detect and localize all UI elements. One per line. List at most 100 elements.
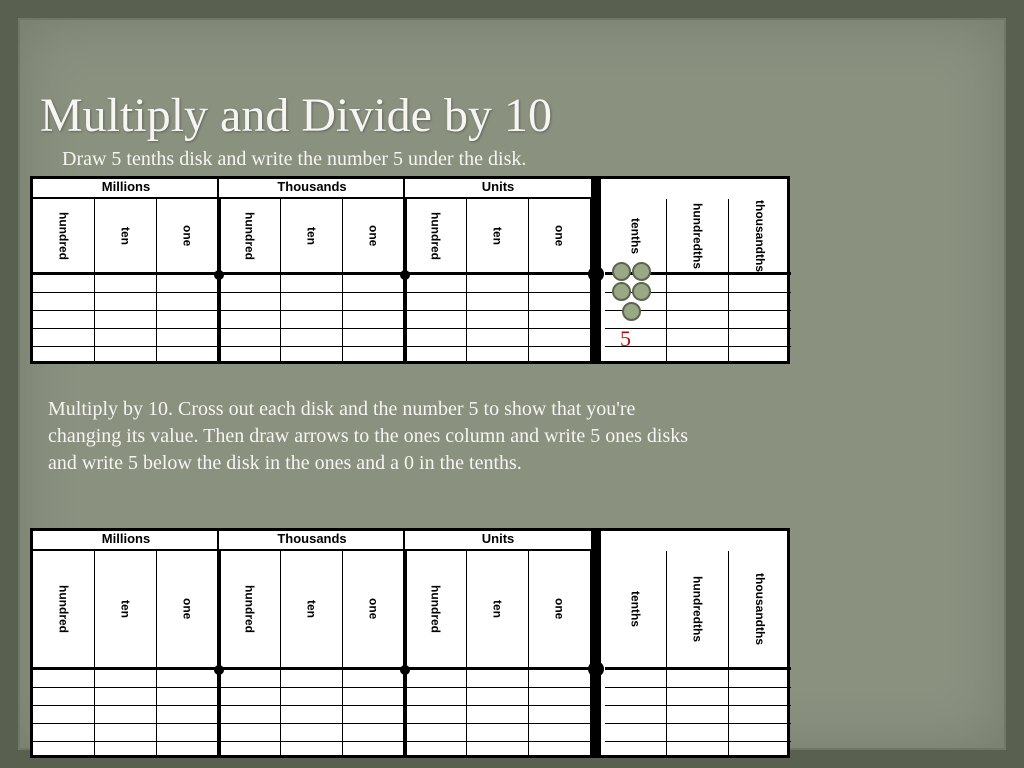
table-row [219, 346, 280, 364]
col-label-box: one [343, 551, 404, 669]
col-label: hundred [429, 585, 443, 633]
table-row [157, 274, 218, 292]
table-row [219, 669, 280, 687]
table-row [405, 687, 466, 705]
table-row [405, 705, 466, 723]
table-row [281, 346, 342, 364]
table-row [605, 741, 666, 759]
col-units-ten: ten [467, 551, 529, 755]
table-row [405, 274, 466, 292]
table-row [281, 310, 342, 328]
table-row [729, 705, 791, 723]
col-millions-hundred: hundred [33, 551, 95, 755]
data-rows [33, 274, 94, 361]
table-row [529, 687, 590, 705]
table-row [667, 705, 728, 723]
table-row [157, 328, 218, 346]
table-row [281, 292, 342, 310]
table-row [605, 687, 666, 705]
col-label: one [367, 598, 381, 619]
col-label: hundred [429, 212, 443, 260]
col-label-box: tenths [605, 551, 666, 669]
table-row [729, 274, 791, 292]
col-label-box: thousandths [729, 199, 791, 274]
table-row [667, 310, 728, 328]
col-label-box: ten [281, 199, 342, 274]
table-row [281, 274, 342, 292]
table-row [343, 310, 404, 328]
table-row [529, 274, 590, 292]
tenths-disk [612, 262, 631, 281]
data-rows [467, 274, 528, 361]
table-row [605, 328, 666, 346]
table-row [343, 292, 404, 310]
table-row [33, 292, 94, 310]
group-header-millions: Millions [33, 531, 219, 551]
col-label: tenths [629, 591, 643, 627]
table-row [33, 741, 94, 759]
col-label: hundred [243, 212, 257, 260]
col-label: hundred [57, 585, 71, 633]
col-label-box: ten [95, 551, 156, 669]
table-row [219, 292, 280, 310]
slide-content: Multiply and Divide by 10 Draw 5 tenths … [0, 0, 1024, 768]
table-row [729, 687, 791, 705]
group-header-thousands: Thousands [219, 179, 405, 199]
col-label: thousandths [753, 573, 767, 645]
table-row [729, 669, 791, 687]
table-row [33, 328, 94, 346]
table-row [219, 274, 280, 292]
table-row [729, 328, 791, 346]
table-row [529, 310, 590, 328]
col-label: ten [119, 227, 133, 245]
table-row [405, 328, 466, 346]
col-label-box: hundred [219, 199, 280, 274]
table-row [343, 669, 404, 687]
data-rows [281, 274, 342, 361]
group-header-thousands: Thousands [219, 531, 405, 551]
table-row [343, 328, 404, 346]
table-row [95, 669, 156, 687]
table-row [33, 346, 94, 364]
col-units-one: one [529, 551, 591, 755]
table-row [729, 292, 791, 310]
col-label-box: hundred [33, 551, 94, 669]
col-label: hundredths [691, 203, 705, 269]
table-row [95, 705, 156, 723]
table-row [219, 705, 280, 723]
table-row [467, 705, 528, 723]
data-rows [729, 669, 791, 755]
table-row [467, 669, 528, 687]
col-label: one [367, 225, 381, 246]
table-row [729, 723, 791, 741]
col-label-box: one [529, 551, 590, 669]
col-thousands-hundred: hundred [219, 551, 281, 755]
table-row [667, 687, 728, 705]
table-row [219, 310, 280, 328]
tenths-disk [632, 282, 651, 301]
table-row [281, 687, 342, 705]
col-label-box: hundredths [667, 551, 728, 669]
col-label: ten [491, 600, 505, 618]
col-label-box: thousandths [729, 551, 791, 669]
table-row [667, 723, 728, 741]
table-row [605, 723, 666, 741]
col-label: hundred [243, 585, 257, 633]
table-row [343, 741, 404, 759]
table-row [529, 741, 590, 759]
table-row [529, 723, 590, 741]
col-millions-one: one [157, 199, 219, 361]
table-row [157, 687, 218, 705]
place-value-chart-1: MillionshundredtenoneThousandshundredten… [30, 176, 790, 364]
table-row [281, 741, 342, 759]
decimal-point [588, 661, 604, 677]
table-row [529, 328, 590, 346]
col-units-ten: ten [467, 199, 529, 361]
col-label-box: hundred [405, 199, 466, 274]
group-header-units: Units [405, 179, 591, 199]
col-label-box: one [157, 551, 218, 669]
table-row [729, 741, 791, 759]
data-rows [405, 669, 466, 755]
table-row [667, 328, 728, 346]
data-rows [529, 274, 590, 361]
